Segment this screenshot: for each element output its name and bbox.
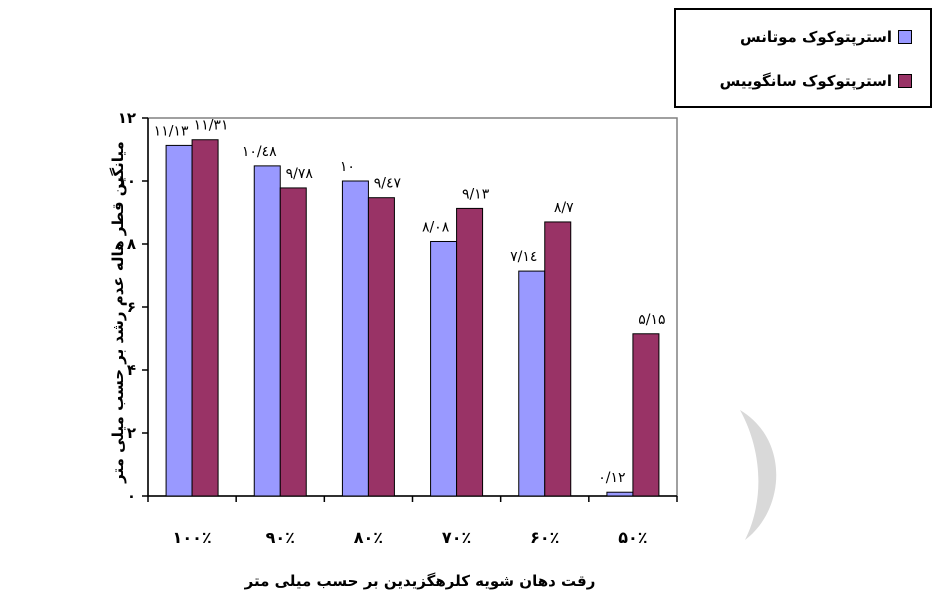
legend-item-sanguis: استرپتوکوک سانگوییس [720,72,912,90]
y-tick-label: ۸ [127,235,136,253]
bar-mutans [518,270,546,497]
data-label: ۹/۷۸ [286,166,314,182]
bar-sanguis [632,333,660,497]
x-tick-label: ۸۰٪ [354,528,383,547]
bar-sanguis [367,197,395,497]
x-tick-label: ۹۰٪ [266,528,295,547]
x-tick-label: ۱۰۰٪ [173,528,212,547]
bar-labels: ۱۱/۱۳ ۱۰/٤۸ ۱۰ ۸/۰۸ ۷/۱٤ ۰/۱۲ ۱۱/۳۱ ۹/۷۸ ۹/٤۷ ۹/۱… [154,118,666,486]
data-label: ۱۰/٤۸ [242,144,277,160]
y-tick-label: ۱۲ [118,109,136,127]
data-label: ۱۱/۱۳ [154,123,189,139]
x-axis-label: رقت دهان شویه کلرهگزیدین بر حسب میلی متر [244,572,596,590]
y-axis: ۰ ۲ ۴ ۶ ۸ ۱۰ ۱۲ [118,109,149,505]
data-label: ۸/۰۸ [422,219,450,235]
legend-item-mutans: استرپتوکوک موتانس [740,28,912,46]
x-tick-label: ۷۰٪ [442,528,471,547]
y-tick-label: ۲ [127,424,136,442]
bar-mutans [341,180,369,497]
bars [165,139,660,497]
x-tick-label: ۶۰٪ [530,528,559,547]
data-label: ۱۰ [340,159,355,175]
bar-mutans [430,240,458,497]
y-tick-label: ۶ [127,298,136,316]
bar-sanguis [191,139,219,497]
data-label: ۹/۱۳ [462,186,490,202]
bar-mutans [165,144,193,497]
legend: استرپتوکوک موتانس استرپتوکوک سانگوییس [674,8,932,108]
bar-sanguis [544,221,572,497]
y-tick-label: ۰ [127,487,136,505]
bar-mutans [253,165,281,497]
y-tick-label: ۴ [127,361,136,379]
bar-sanguis [456,207,484,497]
bar-sanguis [279,187,307,497]
data-label: ۸/۷ [554,200,574,216]
data-label: ۰/۱۲ [598,470,625,486]
legend-swatch-mutans [898,30,912,44]
data-label: ۵/۱۵ [638,312,665,328]
data-label: ۷/۱٤ [510,249,537,265]
legend-label-mutans: استرپتوکوک موتانس [739,28,892,46]
legend-label-sanguis: استرپتوکوک سانگوییس [719,72,892,90]
y-axis-label: میانگین قطر هاله عدم رشد بر حسب میلی متر [109,141,127,483]
y-tick-label: ۱۰ [118,172,136,190]
x-axis: ۱۰۰٪ ۹۰٪ ۸۰٪ ۷۰٪ ۶۰٪ ۵۰٪ [147,495,678,547]
data-label: ۱۱/۳۱ [194,118,229,134]
legend-swatch-sanguis [898,74,912,88]
data-label: ۹/٤۷ [374,176,402,192]
x-tick-label: ۵۰٪ [618,528,647,547]
